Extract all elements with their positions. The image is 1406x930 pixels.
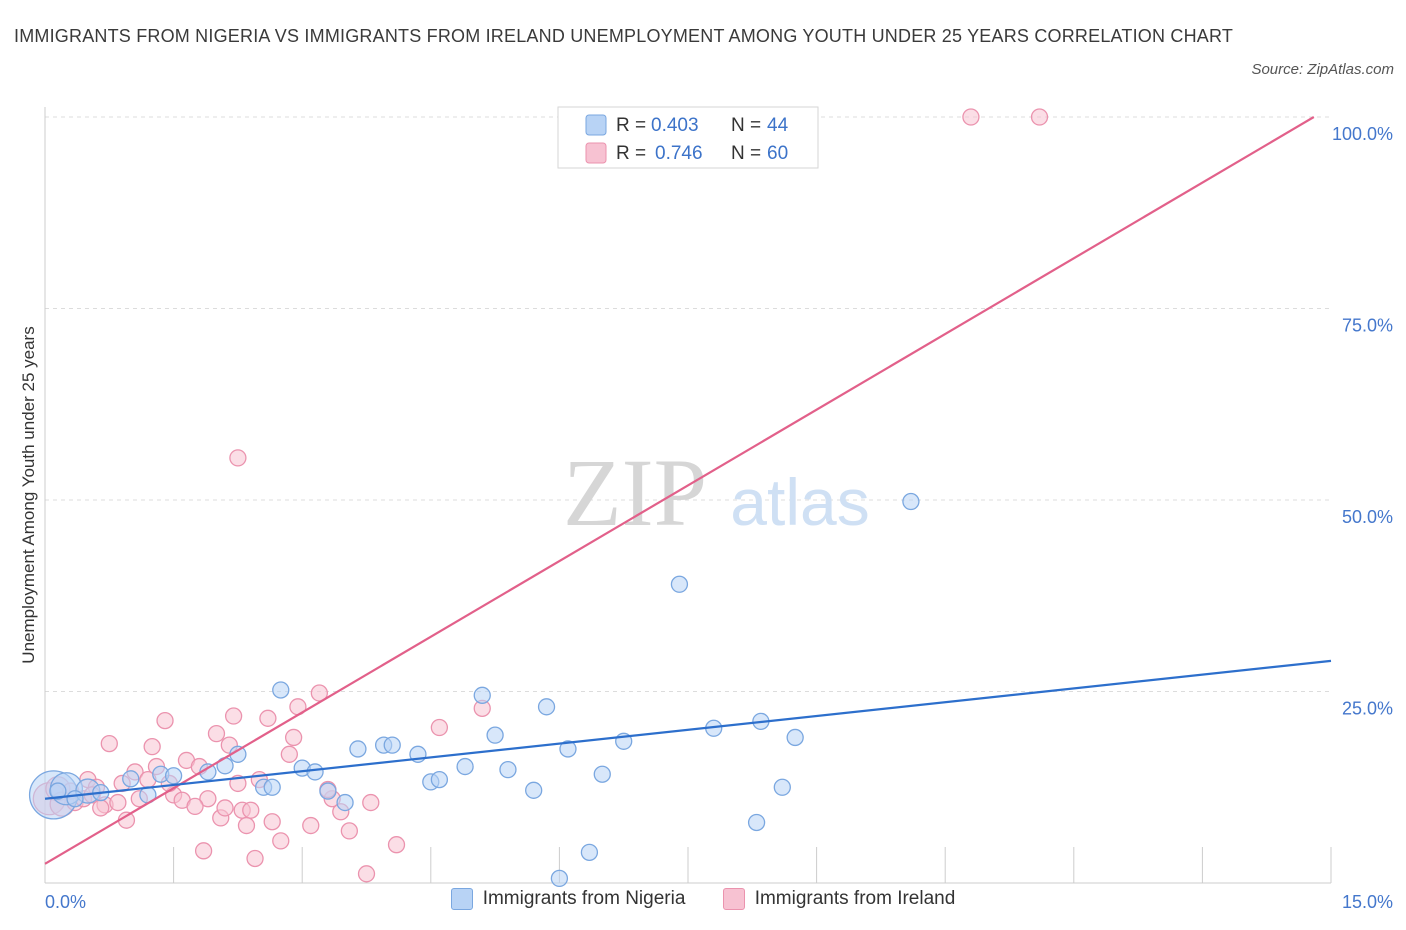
- ireland-point-33: [259, 709, 277, 727]
- legend-item-nigeria[interactable]: Immigrants from Nigeria: [450, 888, 686, 910]
- nigeria-point-42: [49, 782, 67, 800]
- nigeria-point-15: [306, 763, 324, 781]
- nigeria-trend-line: [44, 659, 1332, 800]
- y-axis-label: Unemployment Among Youth under 25 years: [19, 326, 38, 663]
- nigeria-point-18: [349, 740, 367, 758]
- legend-n-value-nigeria: 44: [767, 115, 789, 136]
- nigeria-point-7: [164, 767, 183, 785]
- ireland-point-45: [362, 793, 380, 812]
- watermark-atlas: atlas: [730, 465, 869, 539]
- axes-layer: [44, 107, 1332, 884]
- nigeria-point-29: [537, 698, 556, 716]
- ireland-point-8: [100, 734, 118, 753]
- legend-swatch-nigeria-bottom: [450, 888, 473, 910]
- ireland-point-59: [92, 799, 110, 817]
- nigeria-point-30: [550, 869, 569, 888]
- y-tick-label-0: 25.0%: [1342, 699, 1393, 719]
- grid-layer: [45, 116, 1331, 692]
- legend-item-ireland[interactable]: Immigrants from Ireland: [722, 888, 956, 910]
- legend-label-ireland: Immigrants from Ireland: [754, 888, 956, 909]
- legend-swatch-ireland: [585, 142, 607, 164]
- ireland-point-35: [272, 832, 290, 850]
- ireland-trend-line: [44, 116, 1315, 865]
- ireland-point-50: [962, 108, 980, 126]
- nigeria-point-33: [593, 765, 611, 783]
- ireland-point-23: [207, 724, 226, 743]
- nigeria-point-43: [66, 790, 84, 808]
- ireland-point-47: [430, 718, 449, 737]
- ireland-point-26: [224, 707, 243, 725]
- legend-label-nigeria: Immigrants from Nigeria: [482, 888, 686, 909]
- ireland-point-31: [246, 849, 264, 868]
- ireland-point-51: [1030, 108, 1049, 126]
- legend-n-value-ireland: 60: [767, 143, 788, 164]
- ireland-point-56: [216, 799, 234, 817]
- nigeria-point-26: [486, 726, 504, 744]
- ireland-points: [32, 108, 1049, 883]
- nigeria-point-13: [272, 681, 290, 699]
- ireland-point-22: [199, 790, 217, 808]
- nigeria-point-25: [473, 686, 491, 704]
- y-tick-label-1: 50.0%: [1342, 507, 1393, 527]
- ireland-point-49: [229, 449, 247, 467]
- legend-r-value-ireland: 0.746: [655, 143, 703, 164]
- ireland-point-16: [156, 711, 174, 730]
- ireland-point-40: [310, 684, 328, 702]
- ireland-point-9: [109, 793, 127, 812]
- nigeria-point-31: [559, 740, 577, 758]
- nigeria-point-12: [263, 778, 281, 796]
- watermark-zip: ZIP: [563, 439, 707, 546]
- nigeria-point-16: [319, 782, 337, 800]
- nigeria-point-41: [902, 492, 920, 511]
- y-tick-label-2: 75.0%: [1342, 316, 1393, 336]
- nigeria-point-28: [525, 781, 543, 799]
- legend-n-label-nigeria: N =: [731, 115, 761, 136]
- nigeria-point-40: [786, 728, 804, 747]
- ireland-point-14: [143, 738, 161, 756]
- tick-labels: 25.0% 50.0% 75.0% 100.0% 0.0% 15.0%: [45, 124, 1393, 912]
- nigeria-point-35: [670, 575, 689, 593]
- ireland-point-36: [280, 745, 298, 763]
- nigeria-point-39: [773, 778, 791, 796]
- chart-title: IMMIGRANTS FROM NIGERIA VS IMMIGRANTS FR…: [14, 26, 1234, 46]
- ireland-point-46: [387, 836, 406, 854]
- trend-lines: [44, 116, 1332, 865]
- legend-swatch-ireland-bottom: [722, 888, 745, 910]
- series-legend: Immigrants from Nigeria Immigrants from …: [0, 888, 1406, 916]
- nigeria-point-4: [122, 770, 140, 788]
- nigeria-point-27: [499, 760, 517, 779]
- ireland-point-37: [284, 728, 303, 747]
- correlation-legend: R = 0.403 N = 44 R = 0.746 N = 60: [557, 106, 819, 169]
- legend-r-label-ireland: R =: [616, 143, 646, 164]
- ireland-point-34: [263, 813, 281, 831]
- nigeria-point-24: [456, 757, 474, 776]
- legend-swatch-nigeria: [585, 114, 607, 136]
- legend-r-label-nigeria: R =: [616, 115, 646, 136]
- nigeria-point-20: [383, 736, 401, 754]
- watermark: ZIP atlas: [563, 439, 870, 546]
- ireland-point-43: [340, 822, 359, 840]
- legend-r-value-nigeria: 0.403: [651, 115, 699, 136]
- y-tick-label-3: 100.0%: [1332, 124, 1393, 144]
- nigeria-point-37: [747, 813, 766, 832]
- ireland-point-44: [357, 865, 376, 883]
- nigeria-points: [28, 492, 920, 888]
- nigeria-point-23: [430, 770, 449, 789]
- x-tick-label-0: 0.0%: [45, 892, 86, 912]
- ireland-point-30: [242, 801, 260, 819]
- ireland-point-39: [302, 816, 320, 835]
- nigeria-point-32: [580, 843, 599, 862]
- legend-n-label-ireland: N =: [731, 143, 761, 164]
- x-tick-label-1: 15.0%: [1342, 892, 1393, 912]
- ireland-point-21: [194, 842, 213, 860]
- source-label: Source: ZipAtlas.com: [1251, 61, 1394, 78]
- ireland-point-29: [237, 816, 256, 835]
- ireland-point-55: [186, 797, 204, 816]
- nigeria-point-17: [336, 793, 354, 812]
